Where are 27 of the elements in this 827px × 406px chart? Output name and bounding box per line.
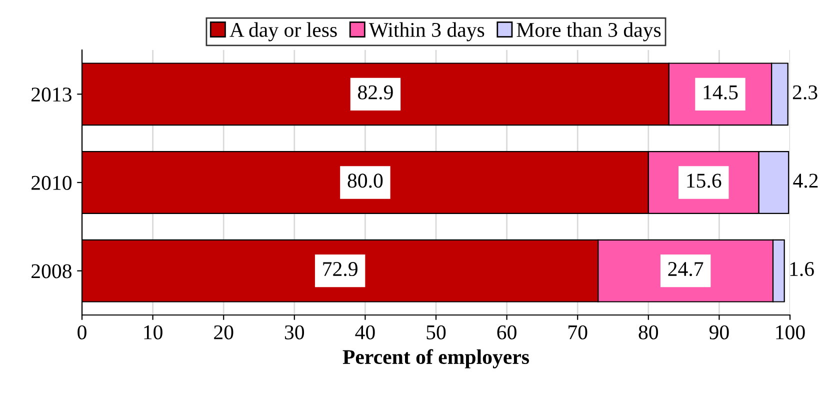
data-label: 4.2 [793, 174, 818, 188]
x-tick-label: 70 [568, 325, 588, 340]
data-label: 2.3 [792, 85, 818, 100]
y-tick-label: 2010 [32, 176, 72, 190]
x-axis-title: Percent of employers [342, 349, 530, 368]
legend-label: Within 3 days [368, 22, 484, 42]
x-tick-label: 20 [214, 325, 234, 340]
x-tick-label: 10 [144, 325, 162, 340]
y-tick-label: 2008 [32, 264, 72, 278]
x-tick-label: 30 [284, 325, 304, 340]
legend-label: A day or less [230, 22, 337, 42]
x-tick-label: 100 [776, 325, 805, 340]
data-label: 24.7 [668, 262, 704, 276]
x-tick-label: 0 [78, 325, 86, 340]
x-tick-label: 90 [709, 325, 729, 340]
x-tick-label: 80 [638, 325, 658, 340]
legend-label: More than 3 days [516, 22, 661, 42]
data-label: 1.6 [790, 262, 814, 276]
data-label: 15.6 [687, 174, 722, 188]
x-tick-label: 40 [355, 325, 375, 340]
data-label: 82.9 [358, 85, 393, 100]
y-tick-label: 2013 [32, 88, 72, 102]
x-tick-label: 50 [426, 325, 446, 340]
data-label: 14.5 [704, 85, 738, 100]
data-label: 80.0 [348, 174, 383, 188]
x-tick-label: 60 [497, 325, 516, 340]
data-label: 72.9 [323, 262, 358, 276]
